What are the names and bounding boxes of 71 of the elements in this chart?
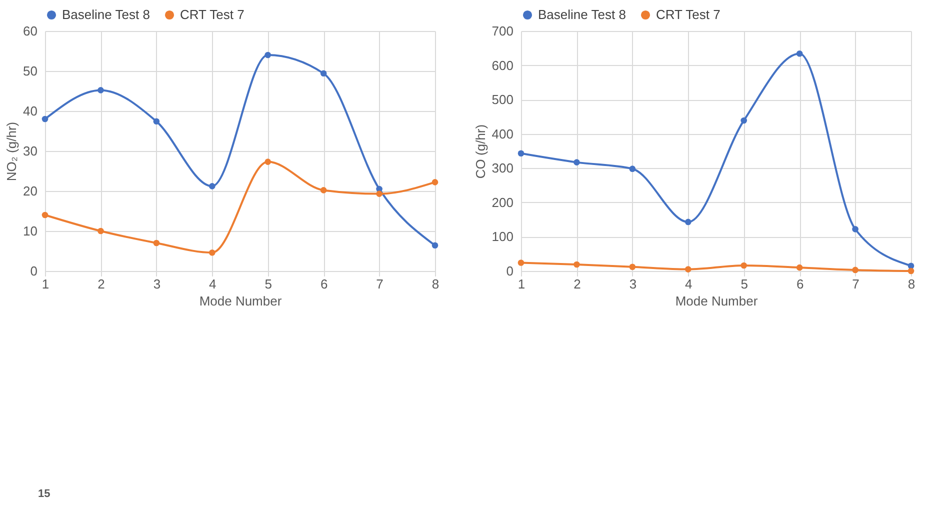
point	[518, 260, 524, 266]
y-tick-label: 0	[30, 264, 38, 278]
x-tick-label: 5	[740, 276, 748, 292]
y-tick-label: 300	[492, 160, 514, 176]
point	[629, 264, 636, 270]
point	[518, 150, 524, 157]
point	[574, 159, 580, 166]
legend-label: Baseline Test 8	[538, 6, 626, 22]
y-tick-label: 40	[23, 104, 38, 118]
point	[320, 187, 327, 194]
point	[98, 87, 104, 94]
x-tick-label: 5	[264, 276, 272, 292]
x-tick-label: 4	[209, 276, 216, 292]
legend-label: CRT Test 7	[656, 6, 720, 22]
x-tick-label: 6	[796, 276, 804, 292]
point	[153, 118, 160, 125]
point	[629, 166, 636, 172]
y-tick-label: 600	[492, 58, 514, 73]
y-axis-title: NO₂ (g/hr)	[4, 122, 20, 182]
y-axis-title: CO (g/hr)	[472, 124, 488, 179]
point	[264, 52, 272, 58]
point	[320, 70, 327, 77]
y-tick-label: 200	[492, 194, 514, 210]
x-tick-label: 1	[42, 276, 50, 292]
x-axis-title: Mode Number	[675, 294, 758, 308]
point	[852, 266, 858, 274]
y-tick-label: 500	[492, 92, 514, 108]
y-tick-label: 30	[23, 144, 38, 158]
y-tick-label: 50	[23, 64, 38, 78]
x-tick-label: 8	[432, 276, 440, 292]
point	[908, 268, 914, 274]
x-tick-label: 6	[320, 276, 328, 292]
point	[908, 262, 914, 270]
y-tick-label: 700	[492, 24, 514, 38]
y-tick-label: 400	[492, 126, 514, 142]
x-tick-label: 2	[98, 276, 105, 292]
point	[42, 116, 48, 122]
x-tick-label: 1	[518, 276, 526, 292]
x-tick-label: 3	[629, 276, 637, 292]
point	[264, 158, 272, 165]
x-tick-label: 7	[852, 276, 860, 292]
point	[153, 240, 160, 246]
text: 15	[38, 488, 50, 500]
x-tick-label: 7	[376, 276, 384, 292]
x-axis-title: Mode Number	[199, 294, 282, 308]
point	[208, 183, 216, 190]
point	[852, 226, 858, 232]
x-tick-label: 4	[685, 276, 692, 292]
x-tick-label: 2	[574, 276, 581, 292]
y-tick-label: 20	[23, 184, 38, 198]
point	[684, 266, 692, 272]
y-tick-label: 0	[506, 264, 514, 278]
point	[42, 212, 48, 218]
y-tick-label: 10	[23, 224, 38, 238]
point	[98, 228, 104, 234]
point	[740, 262, 748, 269]
point	[796, 50, 803, 57]
y-tick-label: 100	[492, 229, 514, 244]
point	[432, 242, 438, 249]
x-tick-label: 3	[153, 276, 161, 292]
point	[574, 261, 580, 268]
legend-label: Baseline Test 8	[62, 6, 150, 22]
point	[432, 179, 438, 186]
point	[684, 218, 692, 226]
y-tick-label: 60	[23, 24, 38, 38]
point	[208, 249, 216, 256]
point	[376, 190, 382, 197]
point	[796, 264, 803, 271]
point	[740, 117, 748, 124]
legend-label: CRT Test 7	[180, 6, 244, 22]
x-tick-label: 8	[908, 276, 916, 292]
